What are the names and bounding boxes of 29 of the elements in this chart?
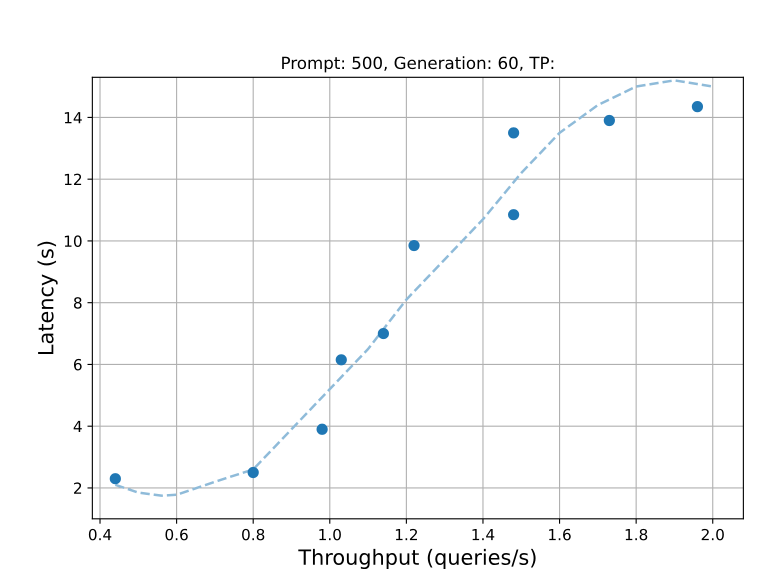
point — [336, 354, 347, 366]
chart-title: Prompt: 500, Generation: 60, TP: — [282, 56, 554, 72]
y-tick-label: 14 — [64, 112, 82, 124]
point — [692, 101, 704, 112]
x-tick-label: 1.0 — [319, 528, 341, 540]
x-tick-label: 1.4 — [472, 529, 494, 540]
point — [316, 424, 328, 435]
point — [508, 127, 520, 138]
y-tick-label: 8 — [74, 297, 82, 309]
y-tick-label: 2 — [74, 482, 82, 494]
point — [248, 466, 259, 478]
point — [508, 209, 520, 220]
point — [110, 473, 121, 484]
y-tick-label: 4 — [74, 420, 82, 432]
point — [604, 114, 615, 126]
x-tick-label: 2.0 — [702, 528, 724, 540]
y-tick-label: 10 — [64, 235, 82, 247]
point — [408, 240, 420, 252]
y-tick-label: 6 — [74, 358, 82, 370]
x-tick-label: 0.6 — [165, 528, 188, 540]
y-axis-title: Latency (s) — [37, 242, 58, 354]
x-tick-label: 0.8 — [242, 528, 264, 540]
x-tick-label: 1.6 — [549, 528, 571, 540]
y-tick-label: 12 — [64, 174, 82, 185]
x-tick-label: 0.4 — [88, 528, 112, 540]
x-tick-label: 1.2 — [396, 528, 417, 540]
point — [378, 328, 390, 340]
x-axis-title: Throughput (queries/s) — [298, 548, 536, 570]
x-tick-label: 1.8 — [626, 528, 648, 540]
